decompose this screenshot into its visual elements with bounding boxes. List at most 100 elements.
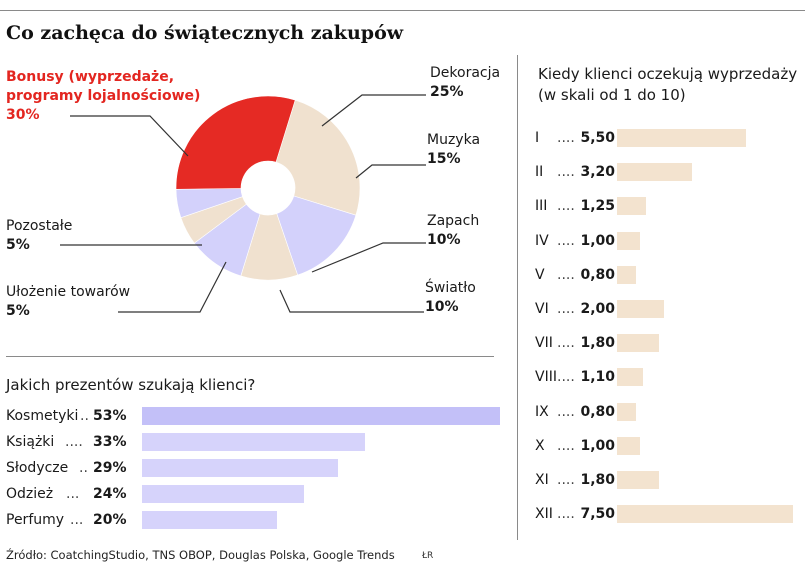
sales-chart-title: Kiedy klienci oczekują wyprzedaży (w ska… xyxy=(538,64,797,106)
sale-dots: .... xyxy=(557,266,575,283)
month-label: VII xyxy=(535,335,553,352)
gift-dots: .. xyxy=(79,460,88,476)
pie-value-ulozenie: 5% xyxy=(6,303,30,319)
sale-bar xyxy=(617,197,647,216)
gift-dots: ... xyxy=(66,486,80,502)
gifts-chart-title: Jakich prezentów szukają klienci? xyxy=(6,376,256,394)
sale-bar xyxy=(617,231,641,250)
pie-value-pozostale: 5% xyxy=(6,237,30,253)
author-initials: ŁR xyxy=(422,551,434,561)
month-label: XII xyxy=(535,506,553,523)
month-label: VIII xyxy=(535,369,557,386)
sale-row: II.... 3,20 xyxy=(535,163,805,185)
pie-value-muzyka: 15% xyxy=(427,151,461,167)
sale-dots: .... xyxy=(557,232,575,249)
month-label: XI xyxy=(535,472,549,488)
pie-value-bonusy: 30% xyxy=(6,107,40,123)
pie-label-zapach: Zapach 10% xyxy=(427,212,479,250)
section-rule xyxy=(6,356,494,357)
pie-slice xyxy=(276,195,357,276)
pie-value-dekoracja: 25% xyxy=(430,84,464,100)
month-label: II xyxy=(535,164,544,181)
top-rule xyxy=(0,10,805,11)
month-label: VI xyxy=(535,301,549,317)
sale-value-label: 3,20 xyxy=(580,164,615,181)
pie-label-bonusy: Bonusy (wyprzedaże, programy lojalnościo… xyxy=(6,68,200,125)
sale-row: XII.... 7,50 xyxy=(535,505,805,527)
gift-value-label: 20% xyxy=(93,512,127,528)
gift-row: Słodycze .. 29% xyxy=(6,459,496,479)
sale-value-label: 1,10 xyxy=(580,369,615,386)
gift-bar xyxy=(142,511,278,529)
sale-value-label: 1,00 xyxy=(580,232,615,249)
sale-value-label: 2,00 xyxy=(580,301,615,317)
sale-bar xyxy=(617,300,664,318)
sale-row: III.... 1,25 xyxy=(535,197,805,219)
gift-bar xyxy=(142,485,305,503)
pie-leader-line xyxy=(311,242,426,273)
month-label: I xyxy=(535,130,540,146)
pie-leader-line xyxy=(118,261,227,313)
pie-label-muzyka: Muzyka 15% xyxy=(427,131,480,169)
gift-row: Perfumy ... 20% xyxy=(6,511,496,531)
gift-bar xyxy=(142,407,500,425)
sale-dots: .... xyxy=(557,369,575,386)
gift-category: Kosmetyki xyxy=(6,408,79,424)
pie-name-muzyka: Muzyka xyxy=(427,132,481,148)
pie-leader-line xyxy=(355,164,426,179)
sale-value-label: 5,50 xyxy=(580,130,615,146)
gift-value-label: 29% xyxy=(93,460,127,476)
sale-bar xyxy=(617,334,660,353)
pie-label-swiatlo: Światło 10% xyxy=(425,279,476,317)
pie-slice xyxy=(275,99,361,216)
gift-value-label: 33% xyxy=(93,434,127,450)
sale-value-label: 1,80 xyxy=(580,472,615,488)
gift-dots: .... xyxy=(65,434,83,450)
pie-label-ulozenie: Ułożenie towarów 5% xyxy=(6,283,130,321)
sale-dots: .... xyxy=(557,130,575,146)
gift-bar xyxy=(142,433,365,451)
sale-bar xyxy=(617,163,693,182)
sale-bar xyxy=(617,505,793,524)
sale-dots: .... xyxy=(557,506,575,523)
sale-bar xyxy=(617,368,643,387)
sale-dots: .... xyxy=(557,403,575,420)
gift-category: Słodycze xyxy=(6,460,69,476)
sale-dots: .... xyxy=(557,437,575,454)
pie-name-pozostale: Pozostałe xyxy=(6,218,73,234)
pie-leader-line xyxy=(70,115,189,157)
sale-row: VII.... 1,80 xyxy=(535,334,805,356)
pie-value-zapach: 10% xyxy=(427,232,461,248)
page-title: Co zachęca do świątecznych zakupów xyxy=(6,22,404,44)
pie-name-swiatlo: Światło xyxy=(425,280,476,296)
sale-dots: .... xyxy=(557,472,575,488)
gift-row: Odzież ... 24% xyxy=(6,485,496,505)
pie-leader-line xyxy=(279,289,424,313)
gift-value-label: 24% xyxy=(93,486,127,502)
month-label: X xyxy=(535,437,545,454)
sale-row: VI.... 2,00 xyxy=(535,300,805,322)
sale-bar xyxy=(617,436,641,455)
month-label: V xyxy=(535,266,545,283)
pie-value-swiatlo: 10% xyxy=(425,299,459,315)
pie-name-zapach: Zapach xyxy=(427,213,480,229)
pie-label-bonusy-line2: programy lojalnościowe) xyxy=(6,88,201,104)
sale-value-label: 0,80 xyxy=(580,403,615,420)
sale-row: I.... 5,50 xyxy=(535,129,805,151)
pie-slice xyxy=(175,95,296,190)
pie-label-dekoracja: Dekoracja 25% xyxy=(430,64,500,102)
gift-value-label: 53% xyxy=(93,408,127,424)
gift-row: Kosmetyki .. 53% xyxy=(6,407,500,427)
sale-value-label: 7,50 xyxy=(580,506,615,523)
sale-value-label: 1,00 xyxy=(580,437,615,454)
sale-bar xyxy=(617,129,747,147)
sale-dots: .... xyxy=(557,335,575,352)
column-divider xyxy=(517,55,518,540)
sale-dots: .... xyxy=(557,164,575,181)
sale-bar xyxy=(617,471,660,489)
month-label: III xyxy=(535,198,548,215)
pie-label-pozostale: Pozostałe 5% xyxy=(6,217,72,255)
sale-row: IV.... 1,00 xyxy=(535,231,805,254)
sale-value-label: 1,25 xyxy=(580,198,615,215)
sale-bar xyxy=(617,265,636,284)
